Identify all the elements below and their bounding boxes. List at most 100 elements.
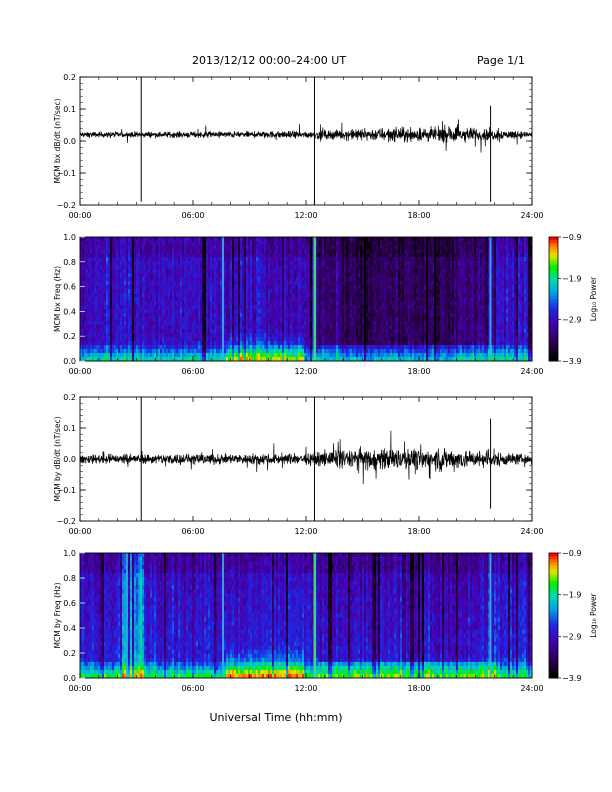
- spectrogram-cell: [90, 253, 93, 258]
- spectrogram-cell: [256, 261, 259, 266]
- spectrogram-cell: [164, 333, 167, 338]
- spectrogram-cell: [290, 305, 293, 310]
- spectrogram-cell: [352, 353, 355, 358]
- spectrogram-cell: [120, 341, 123, 346]
- spectrogram-cell: [208, 333, 211, 338]
- spectrogram-cell: [82, 289, 85, 294]
- spectrogram-cell: [324, 261, 327, 266]
- spectrogram-cell: [270, 333, 273, 338]
- spectrogram-cell: [238, 305, 241, 310]
- spectrogram-cell: [290, 297, 293, 302]
- spectrogram-cell: [114, 353, 117, 358]
- spectrogram-cell: [260, 301, 263, 306]
- spectrogram-cell: [250, 281, 253, 286]
- spectrogram-cell: [294, 329, 297, 334]
- spectrogram-cell: [168, 349, 171, 354]
- spectrogram-cell: [308, 297, 311, 302]
- spectrogram-cell: [174, 349, 177, 354]
- spectrogram-cell: [160, 345, 163, 350]
- spectrogram-cell: [330, 265, 333, 270]
- spectrogram-cell: [276, 317, 279, 322]
- spectrogram-cell: [312, 345, 315, 350]
- spectrogram-cell: [308, 337, 311, 342]
- spectrogram-cell: [288, 349, 291, 354]
- spectrogram-cell: [290, 313, 293, 318]
- spectrogram-cell: [258, 333, 261, 338]
- spectrogram-cell: [352, 309, 355, 314]
- spectrogram-cell: [202, 265, 205, 270]
- spectrogram-cell: [266, 269, 269, 274]
- spectrogram-cell: [306, 289, 309, 294]
- spectrogram-cell: [142, 357, 145, 362]
- spectrogram-cell: [320, 285, 323, 290]
- spectrogram-cell: [82, 277, 85, 282]
- spectrogram-cell: [170, 317, 173, 322]
- spectrogram-cell: [152, 273, 155, 278]
- spectrogram-cell: [98, 333, 101, 338]
- spectrogram-cell: [242, 253, 245, 258]
- spectrogram-cell: [264, 337, 267, 342]
- spectrogram-cell: [176, 289, 179, 294]
- spectrogram-cell: [202, 341, 205, 346]
- spectrogram-cell: [312, 301, 315, 306]
- spectrogram-cell: [108, 321, 111, 326]
- spectrogram-cell: [270, 241, 273, 246]
- spectrogram-cell: [202, 285, 205, 290]
- spectrogram-cell: [352, 305, 355, 310]
- spectrogram-cell: [278, 357, 281, 362]
- spectrogram-cell: [272, 337, 275, 342]
- spectrogram-cell: [296, 349, 299, 354]
- spectrogram-cell: [248, 337, 251, 342]
- spectrogram-cell: [376, 345, 379, 350]
- spectrogram-cell: [334, 261, 337, 266]
- spectrogram-cell: [374, 265, 377, 270]
- spectrogram-cell: [82, 257, 85, 262]
- spectrogram-cell: [298, 345, 301, 350]
- spectrogram-cell: [144, 337, 147, 342]
- spectrogram-cell: [100, 321, 103, 326]
- spectrogram-cell: [256, 285, 259, 290]
- spectrogram-cell: [94, 253, 97, 258]
- spectrogram-cell: [272, 241, 275, 246]
- spectrogram-cell: [280, 289, 283, 294]
- spectrogram-cell: [232, 353, 235, 358]
- spectrogram-cell: [156, 317, 159, 322]
- y-tick-label: 0.1: [63, 105, 76, 114]
- spectrogram-cell: [372, 305, 375, 310]
- spectrogram-cell: [268, 325, 271, 330]
- spectrogram-cell: [296, 325, 299, 330]
- spectrogram-cell: [280, 329, 283, 334]
- spectrogram-cell: [104, 289, 107, 294]
- spectrogram-cell: [322, 257, 325, 262]
- spectrogram-cell: [382, 237, 385, 242]
- spectrogram-cell: [204, 289, 207, 294]
- spectrogram-cell: [390, 289, 393, 294]
- spectrogram-cell: [156, 349, 159, 354]
- spectrogram-cell: [366, 245, 369, 250]
- spectrogram-cell: [244, 313, 247, 318]
- spectrogram-cell: [354, 345, 357, 350]
- spectrogram-cell: [270, 285, 273, 290]
- spectrogram-cell: [192, 297, 195, 302]
- spectrogram-cell: [250, 317, 253, 322]
- spectrogram-cell: [90, 313, 93, 318]
- spectrogram-cell: [320, 261, 323, 266]
- spectrogram-cell: [204, 261, 207, 266]
- spectrogram-cell: [210, 257, 213, 262]
- spectrogram-cell: [336, 313, 339, 318]
- spectrogram-cell: [126, 249, 129, 254]
- spectrogram-cell: [98, 257, 101, 262]
- spectrogram-cell: [300, 285, 303, 290]
- spectrogram-cell: [96, 277, 99, 282]
- spectrogram-cell: [230, 353, 233, 358]
- spectrogram-cell: [92, 317, 95, 322]
- spectrogram-cell: [202, 241, 205, 246]
- spectrogram-cell: [276, 297, 279, 302]
- spectrogram-cell: [118, 305, 121, 310]
- spectrogram-cell: [346, 257, 349, 262]
- spectrogram-cell: [96, 329, 99, 334]
- spectrogram-cell: [230, 265, 233, 270]
- spectrogram-cell: [110, 277, 113, 282]
- spectrogram-cell: [170, 281, 173, 286]
- spectrogram-cell: [266, 305, 269, 310]
